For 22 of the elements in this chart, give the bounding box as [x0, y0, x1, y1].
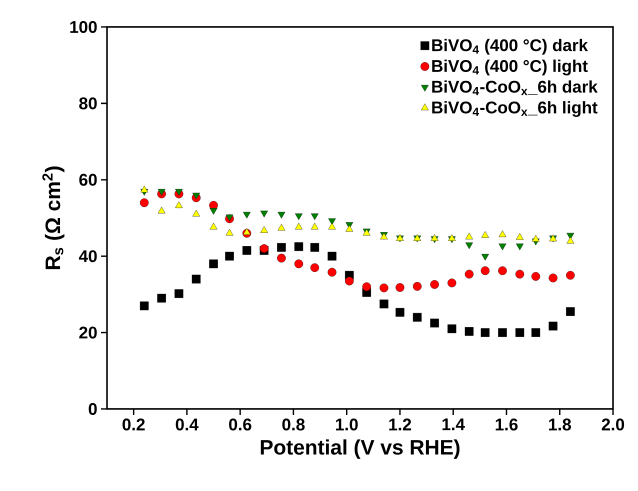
x-tick-label: 1.0	[336, 418, 358, 431]
y-axis-title: R$_{s}$ (Ω cm$^{2}$)	[42, 166, 64, 270]
x-tick-label: 1.4	[442, 418, 465, 430]
x-tick-label: 1.2	[389, 418, 412, 430]
y-tick-label: 20	[79, 326, 97, 339]
x-axis-title: Potential (V vs RHE)	[260, 439, 460, 459]
legend-label: BiVO$_{4}$ (400 °C) dark	[432, 38, 588, 55]
x-tick-label: 0.8	[282, 418, 305, 431]
legend-label: BiVO$_{4}$-CoO$_{x}$_6h light	[432, 101, 598, 117]
x-tick-label: 0.2	[122, 418, 145, 431]
x-tick-label: 1.6	[496, 418, 518, 431]
x-tick-label: 1.8	[549, 418, 572, 431]
x-tick-label: 0.4	[176, 418, 199, 431]
y-tick-label: 80	[79, 97, 97, 110]
legend-label: BiVO$_{4}$ (400 °C) light	[432, 60, 588, 76]
x-tick-label: 2.0	[602, 418, 624, 431]
y-tick-label: 0	[88, 402, 97, 415]
legend-label: BiVO$_{4}$-CoO$_{x}$_6h dark	[432, 80, 598, 96]
y-tick-label: 60	[79, 174, 97, 186]
y-tick-label: 100	[70, 20, 97, 33]
x-tick-label: 0.6	[229, 418, 252, 431]
y-tick-label: 40	[78, 250, 97, 262]
